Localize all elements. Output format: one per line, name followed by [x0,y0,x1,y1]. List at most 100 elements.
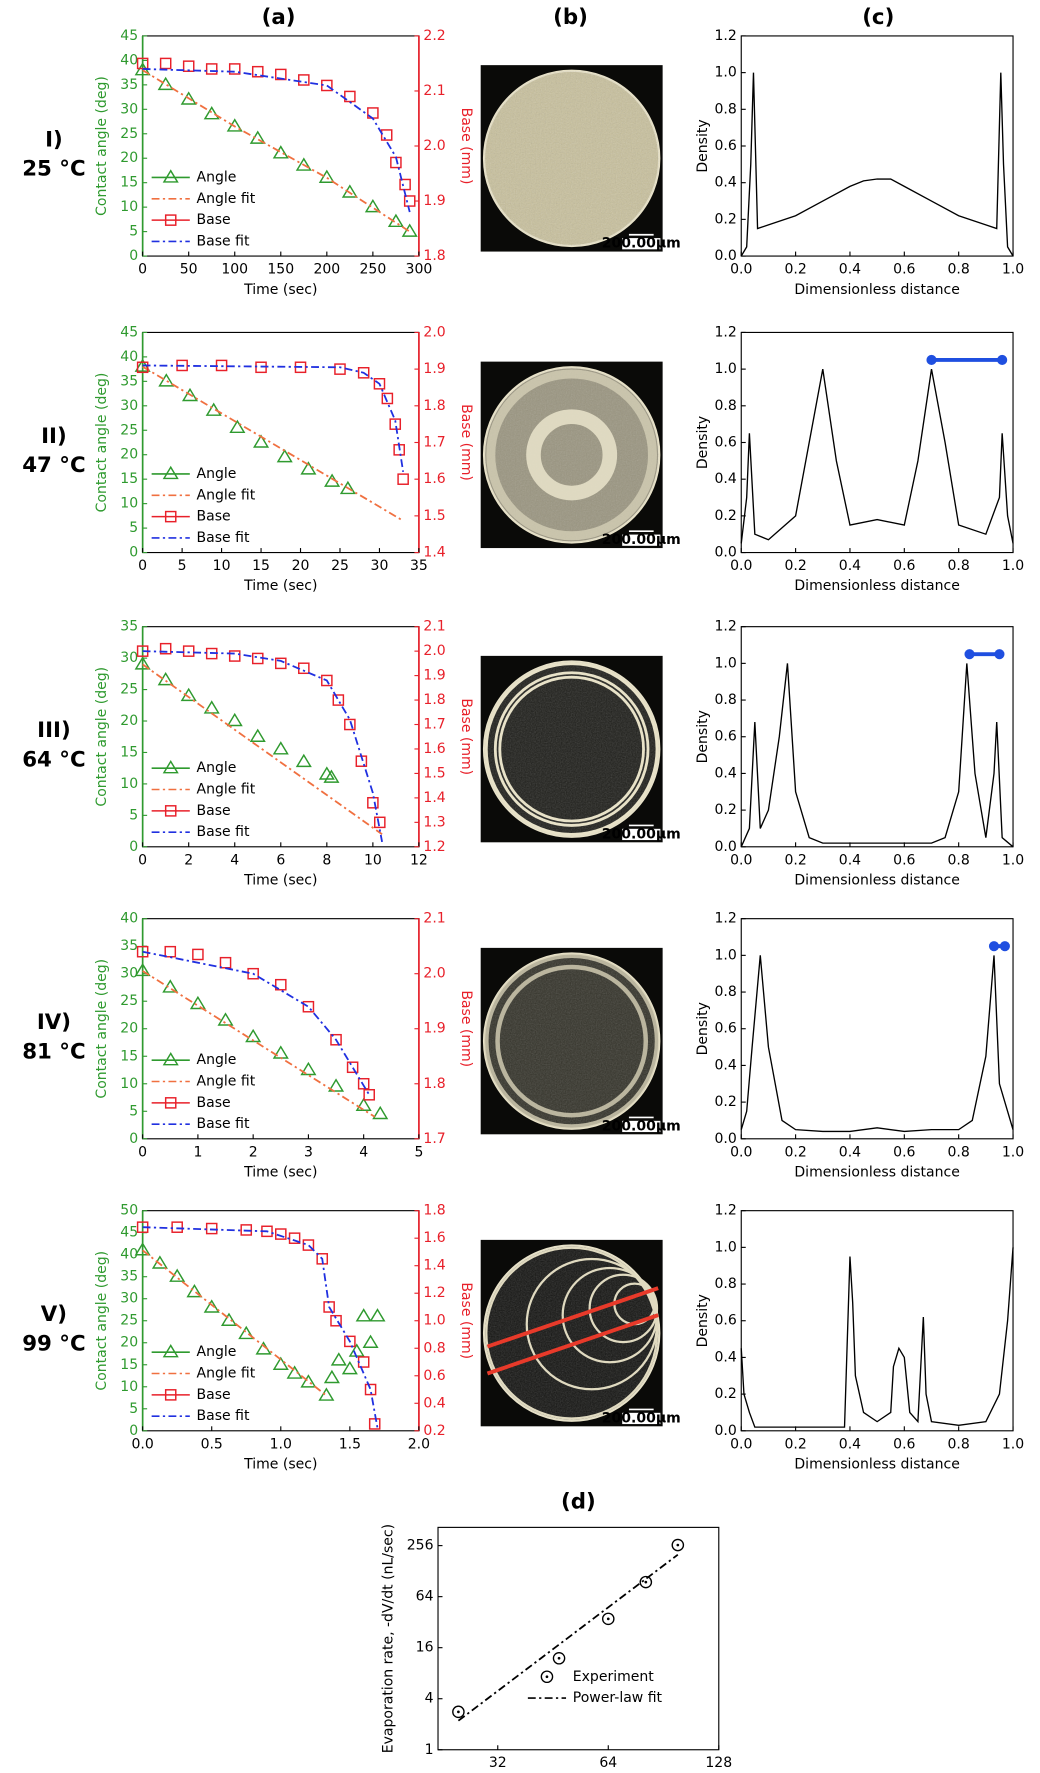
y2-axis-label: Base (mm) [458,990,474,1067]
y-tick-label: 0.4 [714,765,736,781]
legend-marker [162,1052,179,1066]
y-tick-label: 5 [129,807,138,823]
marker [272,1045,289,1059]
y2-tick-label: 1.8 [423,692,445,708]
y-tick-label: 20 [120,713,138,729]
marker [245,1028,262,1043]
x-tick-label: 0.4 [839,852,861,868]
y2-tick-label: 1.2 [423,1285,445,1301]
y-tick-label: 1.2 [714,324,736,340]
y2-tick-label: 1.4 [423,1258,445,1274]
marker [300,1374,317,1388]
y-tick-label: 50 [120,1203,138,1219]
legend-label: Base [197,509,231,525]
y-tick-label: 30 [120,966,138,982]
y-tick-label: 40 [120,1247,138,1263]
marker [203,1299,220,1313]
y2-axis-label: Base (mm) [458,698,474,775]
marker [205,402,222,416]
marker [205,1222,218,1235]
y-tick-label: 0.2 [714,1094,736,1110]
y-tick-label: 30 [120,101,138,117]
marker [357,1077,370,1090]
micrograph: 200.00μm [480,655,681,842]
y2-tick-label: 1.8 [423,1076,445,1092]
series-line [740,1247,1014,1428]
marker [298,662,310,675]
x-tick-label: 30 [371,558,389,574]
y-tick-label: 16 [416,1640,434,1656]
legend-label: Angle fit [197,191,256,207]
y-tick-label: 0.6 [714,729,736,745]
x-tick-label: 0.4 [839,262,861,278]
marker-dot [644,1580,648,1584]
x-axis-label: Time (sec) [243,872,317,888]
marker [397,473,409,485]
marker [276,449,293,463]
y-tick-label: 45 [120,28,138,44]
marker [217,1012,234,1026]
scale-bar-box [622,238,661,250]
x-tick-label: 2 [184,852,193,868]
y2-tick-label: 1.0 [423,1313,445,1329]
y-tick-label: 25 [120,126,138,142]
x-axis-label: Dimensionless distance [794,282,959,298]
deposit-texture [484,953,660,1129]
legend-marker [540,1670,554,1684]
x-tick-label: 0.0 [730,1144,752,1160]
y2-tick-label: 1.6 [423,1230,445,1246]
series-line [740,368,1014,544]
y2-tick-label: 1.6 [423,471,445,487]
marker [157,671,174,686]
legend-label: Base fit [197,530,250,546]
series-line [142,69,411,233]
series-line [142,1226,379,1429]
series-line [142,650,383,843]
y-tick-label: 0.2 [714,211,736,227]
marker [367,796,379,809]
y-axis-label: Evaporation rate, -dV/dt (nL/sec) [381,1524,397,1753]
y-tick-label: 45 [120,1225,138,1241]
marker [151,1255,168,1269]
y-axis-label: Density [695,416,711,469]
y-tick-label: 0.0 [714,839,736,855]
y2-tick-label: 1.7 [423,434,445,450]
marker [272,741,289,755]
series-line [142,364,405,472]
legend-label: Base [197,212,231,228]
y-tick-label: 0.0 [714,545,736,561]
y-tick-label: 0.8 [714,101,736,117]
row-temperature: 25 °C [22,157,85,182]
y-tick-label: 35 [120,619,138,635]
marker [220,1312,238,1326]
y-tick-label: 4 [425,1691,434,1707]
marker [169,1268,186,1282]
y2-tick-label: 1.3 [423,814,445,830]
y-tick-label: 256 [407,1538,434,1554]
x-tick-label: 20 [292,558,310,574]
scale-bar-box [622,828,661,841]
legend-label: Angle [197,169,237,185]
legend-label: Base fit [197,1408,250,1424]
chart: 0 50 100 150 200 250 300 0 5 10 15 20 25 30 35 40 45 1.8 1… [94,28,474,298]
chart-title: (d) [561,1490,596,1515]
legend-label: Angle fit [197,487,256,503]
segment-end [997,354,1008,365]
marker [552,1651,566,1665]
legend-marker [164,1389,177,1401]
x-tick-label: 64 [599,1755,617,1771]
x-tick-label: 35 [410,558,428,574]
y-tick-label: 1.2 [714,28,736,44]
marker [452,1705,465,1719]
segment-end [988,941,1000,952]
segment-end [999,941,1010,952]
marker [374,816,386,829]
marker [339,480,356,495]
x-tick-label: 1.5 [339,1436,361,1452]
series-line [142,365,404,522]
legend-label: Angle fit [197,1074,256,1090]
marker [368,1418,381,1430]
y-tick-label: 0.2 [714,802,736,818]
y-tick-label: 1.2 [714,911,736,927]
